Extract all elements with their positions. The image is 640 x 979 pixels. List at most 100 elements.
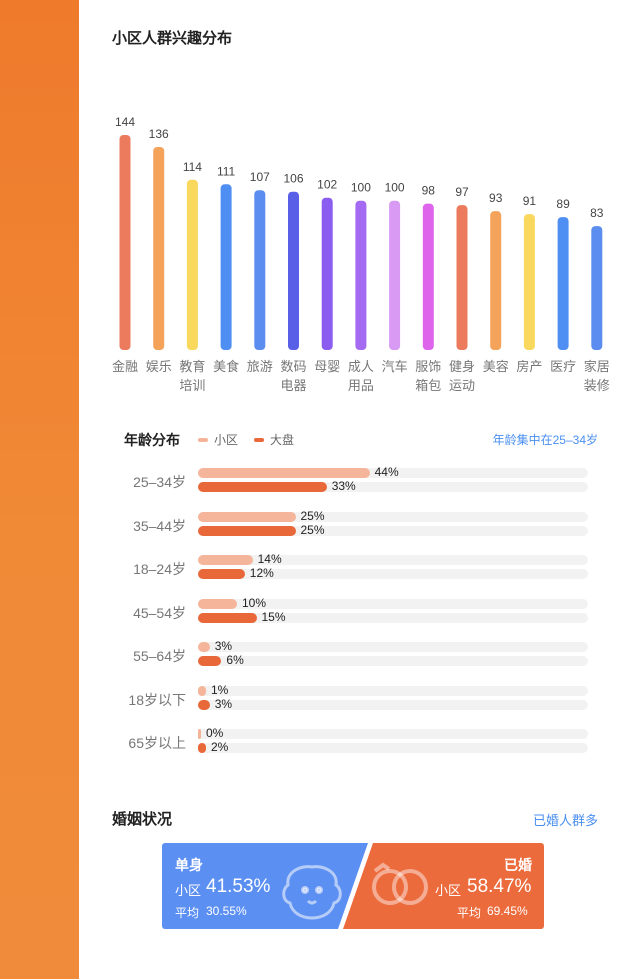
age-group-label: 25–34岁: [133, 474, 186, 490]
age-row: 35–44岁 25% 25%: [110, 508, 610, 540]
interest-category-label: 美容: [483, 359, 509, 374]
xiaoqu-bar: [198, 511, 296, 522]
age-row: 18–24岁 14% 12%: [110, 552, 610, 583]
interest-bar-value: 102: [317, 178, 337, 192]
age-row: 45–54岁 10% 15%: [110, 596, 610, 627]
interest-bar-value: 91: [523, 194, 537, 208]
dapan-track: 3%: [198, 696, 588, 711]
interest-bar-value: 106: [283, 172, 303, 186]
dapan-percent: 2%: [211, 740, 229, 754]
interest-bar: [389, 200, 401, 350]
dapan-bar: [198, 482, 327, 492]
dapan-percent: 15%: [261, 609, 286, 624]
dapan-percent: 3%: [214, 696, 233, 711]
interest-bar: [254, 190, 266, 350]
married-avg-label: 平均: [457, 906, 482, 920]
xiaoqu-bar: [198, 729, 201, 739]
interest-category-label: 电器: [280, 378, 306, 393]
interest-category-label: 医疗: [550, 359, 576, 374]
dapan-bar: [198, 743, 206, 753]
interest-category-label: 成人: [348, 359, 374, 374]
age-distribution-chart: 25–34岁 44% 33% 35–44岁 25% 25% 18–24岁 14% 12% 45–5…: [110, 460, 610, 760]
rings-icon: [372, 862, 428, 905]
interest-category-label: 母婴: [314, 359, 340, 374]
xiaoqu-track: 1%: [198, 683, 588, 697]
interest-bar: [186, 179, 198, 350]
married-label: 已婚: [504, 857, 532, 873]
dapan-bar: [198, 656, 222, 666]
married-panel: [343, 843, 544, 929]
interest-bar-chart: 144 金融 136 娱乐 114 教育 培训 111 美食 107 旅游 106 数码 电器 102 母婴 1…: [100, 95, 615, 405]
dapan-track: 15%: [198, 609, 588, 624]
interest-category-label: 美食: [213, 359, 239, 374]
interest-category-label: 健身: [449, 359, 475, 374]
age-row: 25–34岁 44% 33%: [110, 465, 610, 496]
interest-bar: [321, 197, 333, 350]
xiaoqu-percent: 44%: [374, 465, 399, 479]
interest-bar: [523, 214, 535, 350]
xiaoqu-bar: [198, 468, 370, 478]
interest-bar: [288, 191, 299, 350]
interest-bar-value: 100: [351, 181, 371, 195]
interest-category-label: 娱乐: [146, 359, 172, 374]
xiaoqu-bar: [198, 598, 237, 609]
interest-bar: [422, 203, 434, 350]
xiaoqu-track: 0%: [198, 726, 588, 740]
marriage-card: 单身 小区 41.53% 平均 30.55% 已婚 小区 58.47% 平均 6…: [162, 843, 544, 929]
interest-category-label: 培训: [179, 378, 205, 393]
dapan-track: 6%: [198, 653, 588, 667]
interest-bar-value: 111: [217, 164, 236, 178]
interest-category-label: 运动: [449, 378, 475, 393]
interest-category-label: 箱包: [415, 378, 441, 393]
dapan-percent: 25%: [300, 522, 325, 537]
interest-category-label: 数码: [280, 359, 306, 374]
interest-bar-value: 83: [590, 206, 604, 220]
xiaoqu-percent: 25%: [300, 508, 325, 523]
dapan-bar: [198, 699, 210, 710]
age-group-label: 18–24岁: [133, 561, 186, 577]
interest-section-title: 小区人群兴趣分布: [112, 30, 233, 47]
age-section-title: 年龄分布: [124, 432, 180, 448]
marriage-card-background: [162, 843, 544, 929]
xiaoqu-bar: [198, 685, 206, 696]
married-avg-value: 69.45%: [487, 904, 528, 918]
interest-category-label: 旅游: [247, 359, 273, 374]
single-xiaoqu-label: 小区: [175, 883, 202, 898]
legend-dapan-swatch: [254, 437, 264, 442]
single-panel: [162, 843, 368, 929]
interest-bar-value: 114: [183, 160, 202, 174]
age-row: 55–64岁 3% 6%: [110, 639, 610, 670]
interest-bar: [557, 217, 569, 350]
marriage-section-title: 婚姻状况: [112, 811, 173, 828]
interest-bar: [591, 226, 603, 350]
interest-category-label: 家居: [584, 359, 610, 374]
marriage-summary-note: 已婚人群多: [532, 813, 598, 828]
dapan-track: 2%: [198, 740, 588, 754]
interest-bar: [490, 211, 502, 350]
xiaoqu-percent: 0%: [206, 726, 224, 740]
interest-bar-value: 136: [149, 127, 169, 141]
xiaoqu-percent: 14%: [257, 552, 282, 566]
xiaoqu-bar: [198, 555, 253, 565]
xiaoqu-track: 44%: [198, 465, 588, 479]
legend-xiaoqu-label: 小区: [214, 433, 239, 447]
interest-category-label: 装修: [584, 378, 610, 393]
xiaoqu-track: 14%: [198, 552, 588, 566]
age-group-label: 35–44岁: [133, 517, 186, 534]
dapan-bar: [198, 612, 257, 623]
single-avg-label: 平均: [175, 906, 200, 920]
interest-category-label: 房产: [516, 359, 542, 374]
age-group-label: 65岁以上: [128, 735, 186, 751]
xiaoqu-track: 25%: [198, 508, 588, 523]
interest-bar-value: 107: [250, 170, 270, 184]
age-row: 18岁以下 1% 3%: [110, 683, 610, 714]
dapan-bar: [198, 569, 245, 579]
interest-bar-value: 89: [556, 197, 570, 211]
single-label: 单身: [175, 857, 203, 873]
legend-xiaoqu: 小区: [198, 431, 238, 448]
dapan-percent: 33%: [331, 479, 356, 493]
xiaoqu-track: 10%: [198, 596, 588, 610]
dog-face-icon: [282, 865, 342, 920]
single-avg-value: 30.55%: [206, 904, 247, 918]
